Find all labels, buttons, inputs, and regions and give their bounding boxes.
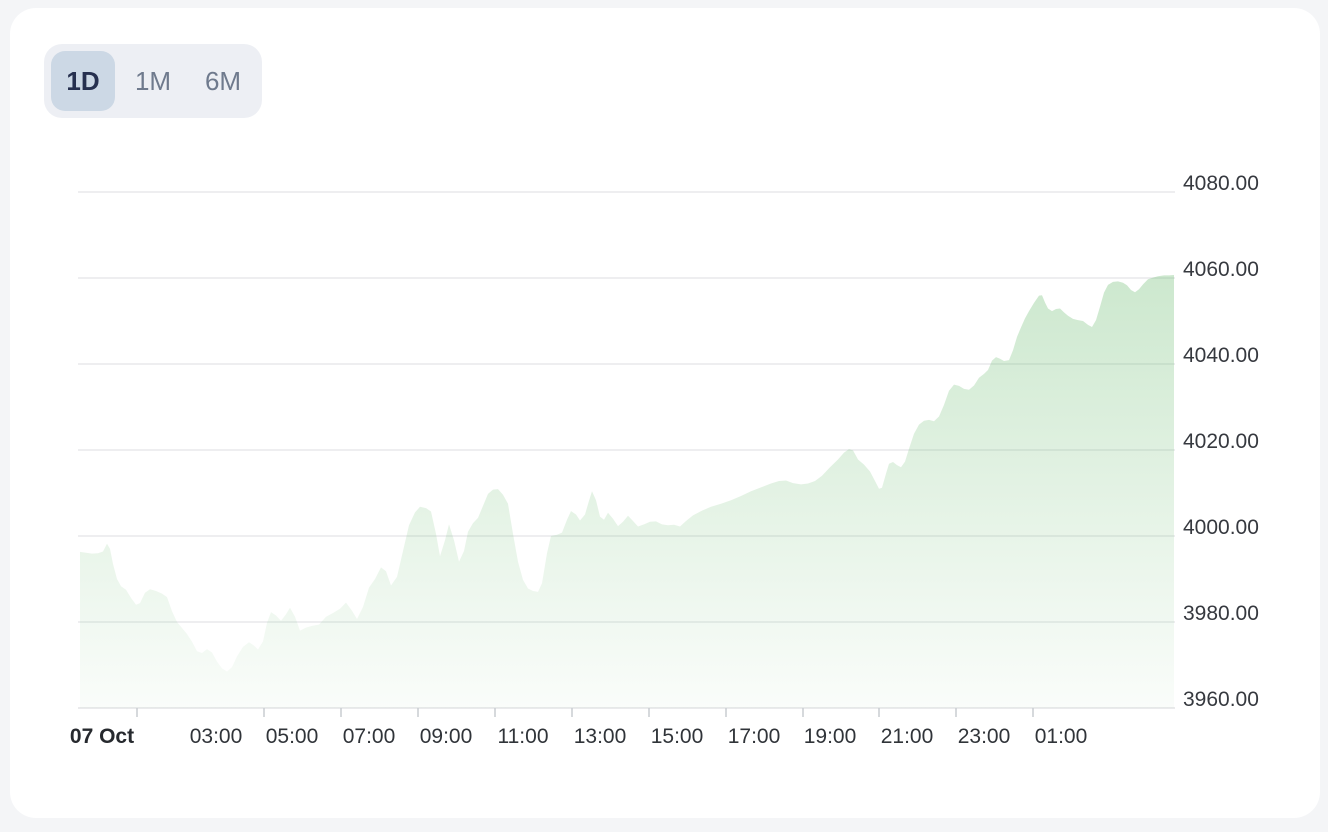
x-axis-label: 09:00 [419, 725, 473, 748]
x-axis-label: 21:00 [880, 725, 934, 748]
x-axis-label: 11:00 [497, 725, 549, 748]
y-axis-label: 4080.00 [1183, 172, 1259, 195]
x-axis-label: 15:00 [650, 725, 704, 748]
x-axis-label: 01:00 [1034, 725, 1088, 748]
y-axis-label: 4020.00 [1183, 430, 1259, 453]
range-button-1m[interactable]: 1M [121, 51, 185, 111]
range-button-6m[interactable]: 6M [191, 51, 255, 111]
x-axis-label: 17:00 [727, 725, 781, 748]
time-range-selector: 1D 1M 6M [44, 44, 262, 118]
y-axis-label: 3960.00 [1183, 688, 1259, 711]
y-axis-label: 4040.00 [1183, 344, 1259, 367]
range-button-1d[interactable]: 1D [51, 51, 115, 111]
x-axis-label: 19:00 [803, 725, 857, 748]
x-axis-label: 03:00 [189, 725, 243, 748]
y-axis-label: 4060.00 [1183, 258, 1259, 281]
x-axis-label: 07 Oct [69, 725, 135, 748]
y-axis-label: 4000.00 [1183, 516, 1259, 539]
chart-card: 1D 1M 6M #5bb460 4080.004060.004040.0040… [10, 8, 1320, 818]
x-axis-label: 05:00 [265, 725, 319, 748]
x-axis-label: 13:00 [573, 725, 627, 748]
price-area [80, 275, 1174, 708]
y-axis-label: 3980.00 [1183, 602, 1259, 625]
x-axis-label: 07:00 [342, 725, 396, 748]
x-axis-label: 23:00 [957, 725, 1011, 748]
price-chart[interactable]: #5bb460 [10, 8, 1328, 832]
